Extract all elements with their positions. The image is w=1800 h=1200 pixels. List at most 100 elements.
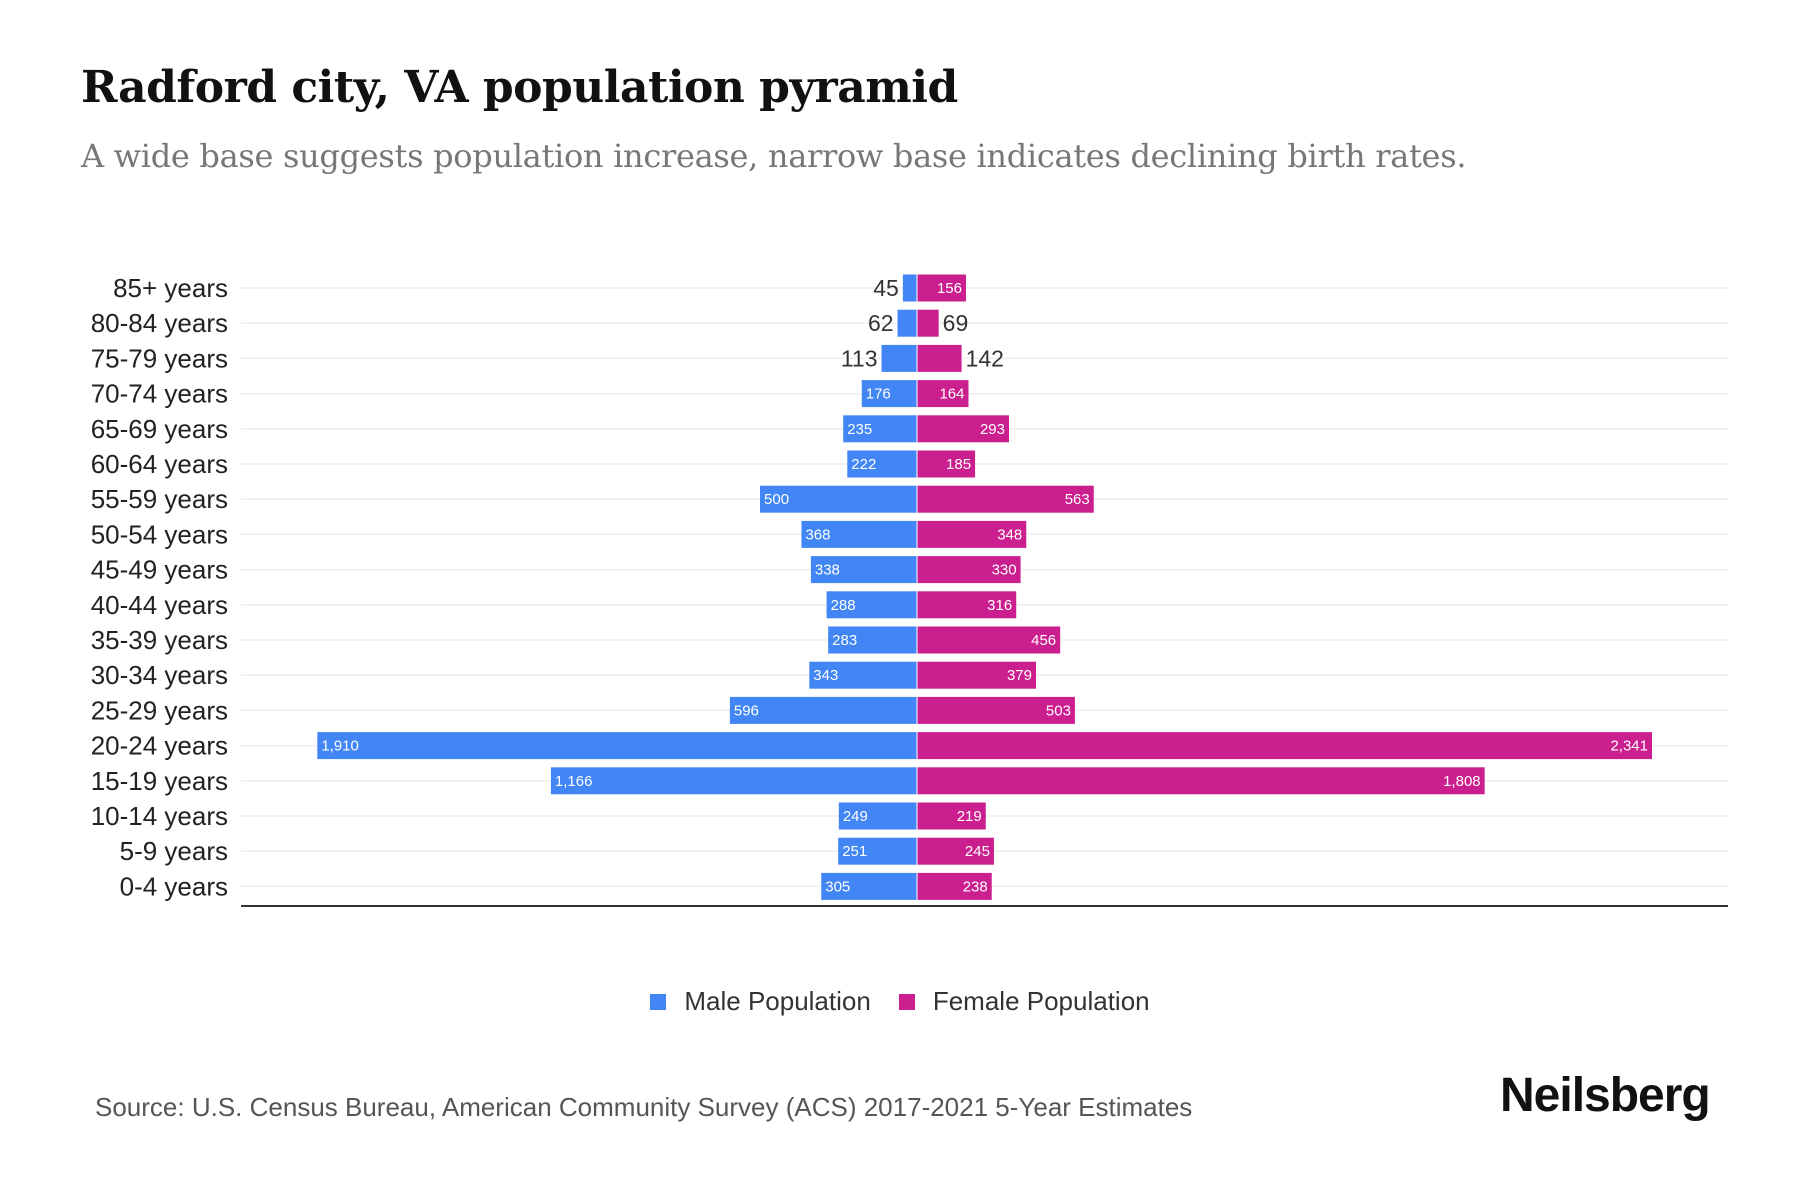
value-label-female: 164 (939, 386, 964, 403)
bar-female (917, 767, 1485, 795)
value-label-male: 235 (847, 421, 872, 438)
category-label: 40-44 years (91, 590, 228, 620)
bar-male (801, 520, 917, 548)
value-label-female: 316 (987, 597, 1012, 614)
value-label-male: 368 (805, 526, 830, 543)
legend-swatch-male (650, 993, 667, 1010)
value-label-female: 219 (957, 808, 982, 825)
value-label-female: 503 (1046, 702, 1071, 719)
bar-male (317, 732, 917, 760)
value-label-male: 251 (842, 843, 867, 860)
value-label-female: 142 (966, 345, 1004, 371)
value-label-male: 343 (813, 667, 838, 684)
value-label-female: 1,808 (1443, 773, 1481, 790)
category-label: 60-64 years (91, 449, 228, 479)
value-label-male: 113 (841, 345, 878, 371)
bar-male (729, 696, 917, 724)
legend-swatch-female (898, 993, 915, 1010)
bar-female (917, 520, 1027, 548)
legend-label-male: Male Population (684, 986, 871, 1016)
bar-female (917, 626, 1061, 654)
bar-female (917, 802, 986, 830)
value-label-male: 45 (873, 275, 899, 301)
category-label: 85+ years (113, 273, 228, 303)
category-label: 5-9 years (120, 836, 228, 866)
category-label: 45-49 years (91, 555, 228, 585)
bar-female (917, 485, 1094, 513)
bar-female (917, 591, 1017, 619)
value-label-male: 249 (843, 808, 868, 825)
bar-female (917, 309, 939, 337)
category-label: 30-34 years (91, 660, 228, 690)
bar-male (821, 872, 917, 900)
category-label: 55-59 years (91, 484, 228, 514)
value-label-female: 238 (963, 878, 988, 895)
bar-female (917, 415, 1009, 443)
category-label: 10-14 years (91, 801, 228, 831)
value-label-female: 456 (1031, 632, 1056, 649)
bar-female (917, 450, 976, 478)
value-label-female: 185 (946, 456, 971, 473)
bar-male (838, 837, 917, 865)
bar-male (897, 309, 917, 337)
value-label-male: 305 (825, 878, 850, 895)
value-label-female: 69 (943, 310, 969, 336)
bar-female (917, 732, 1652, 760)
chart-title: Radford city, VA population pyramid (81, 62, 958, 113)
category-label: 65-69 years (91, 414, 228, 444)
value-label-female: 330 (992, 562, 1017, 579)
bar-female (917, 556, 1021, 584)
bar-male (843, 415, 917, 443)
source-note: Source: U.S. Census Bureau, American Com… (95, 1092, 1193, 1122)
category-label: 35-39 years (91, 625, 228, 655)
category-label: 25-29 years (91, 695, 228, 725)
bar-male (881, 344, 917, 372)
neilsberg-logo: Neilsberg (1500, 1069, 1711, 1122)
bar-male (550, 767, 917, 795)
value-label-female: 379 (1007, 667, 1032, 684)
legend-item-female: Female Population (898, 986, 1150, 1017)
value-label-female: 293 (980, 421, 1005, 438)
bar-male (828, 626, 917, 654)
category-label: 0-4 years (120, 871, 228, 901)
legend-label-female: Female Population (932, 986, 1150, 1016)
value-label-male: 500 (764, 491, 789, 508)
bar-female (917, 661, 1036, 689)
bar-female (917, 274, 966, 302)
legend: Male Population Female Population (0, 986, 1800, 1017)
value-label-female: 563 (1065, 491, 1090, 508)
category-label: 75-79 years (91, 343, 228, 373)
category-label: 20-24 years (91, 731, 228, 761)
bar-male (902, 274, 917, 302)
value-label-female: 245 (965, 843, 990, 860)
legend-item-male: Male Population (650, 986, 871, 1017)
bar-female (917, 344, 962, 372)
value-label-male: 222 (851, 456, 876, 473)
value-label-male: 1,910 (321, 738, 359, 755)
bar-female (917, 696, 1075, 724)
bar-female (917, 380, 969, 408)
bar-male (861, 380, 917, 408)
category-label: 15-19 years (91, 766, 228, 796)
chart-subtitle: A wide base suggests population increase… (81, 137, 1467, 175)
bar-male (847, 450, 917, 478)
bar-male (810, 556, 917, 584)
category-label: 80-84 years (91, 308, 228, 338)
value-label-male: 596 (734, 702, 759, 719)
category-label: 50-54 years (91, 519, 228, 549)
bar-female (917, 872, 992, 900)
value-label-female: 348 (997, 526, 1022, 543)
bar-male (760, 485, 917, 513)
value-label-male: 62 (868, 310, 894, 336)
bar-male (809, 661, 917, 689)
value-label-female: 2,341 (1610, 738, 1648, 755)
value-label-male: 338 (815, 562, 840, 579)
bar-female (917, 837, 994, 865)
bar-male (826, 591, 917, 619)
value-label-male: 283 (832, 632, 857, 649)
value-label-male: 176 (866, 386, 891, 403)
value-label-female: 156 (937, 280, 962, 297)
value-label-male: 288 (831, 597, 856, 614)
